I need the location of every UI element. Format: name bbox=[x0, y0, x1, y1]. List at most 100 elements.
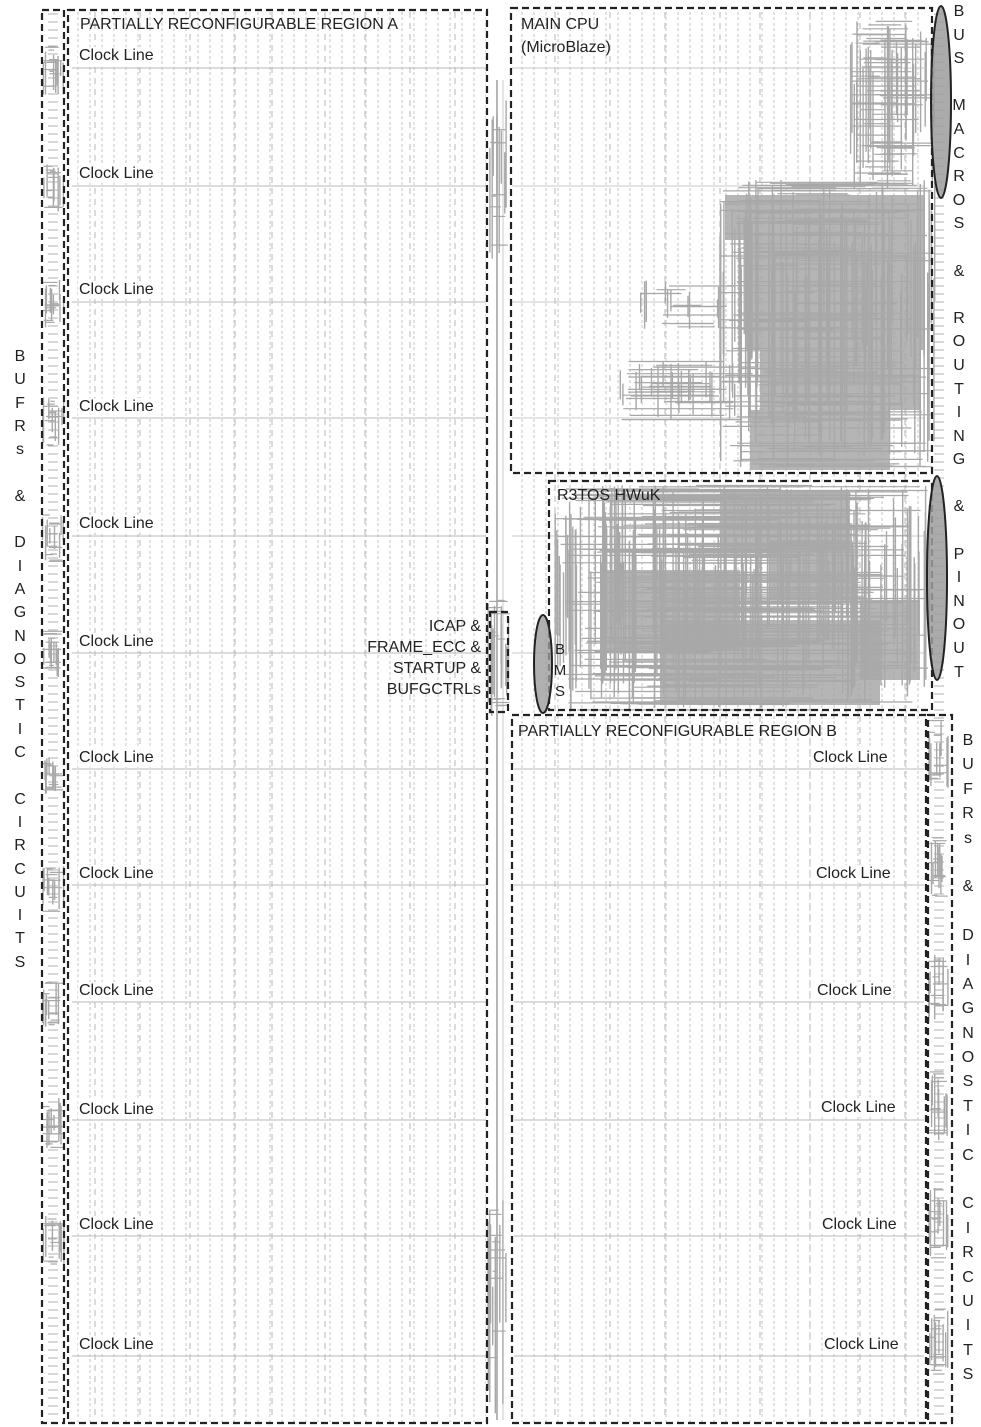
bufgctrls-line: BUFGCTRLs bbox=[386, 681, 481, 698]
main-cpu-frame bbox=[509, 6, 934, 475]
clock-line-label: Clock Line bbox=[820, 1099, 897, 1117]
clock-line-label: Clock Line bbox=[78, 515, 155, 533]
region-a-title: PARTIALLY RECONFIGURABLE REGION A bbox=[80, 16, 399, 33]
dense-logic bbox=[725, 195, 925, 240]
vertical-letter: & bbox=[962, 878, 974, 896]
vertical-letter: S bbox=[14, 953, 26, 971]
clock-line-label: Clock Line bbox=[821, 1216, 898, 1234]
vertical-letter bbox=[952, 519, 966, 543]
vertical-letter: s bbox=[16, 441, 24, 459]
clock-line-label: Clock Line bbox=[78, 1216, 155, 1234]
vertical-letter bbox=[961, 900, 975, 924]
vertical-letter: O bbox=[961, 1049, 975, 1067]
vertical-letter: S bbox=[962, 1073, 974, 1091]
clock-line-label: Clock Line bbox=[78, 398, 155, 416]
startup-line: STARTUP & bbox=[392, 660, 481, 677]
vertical-letter: A bbox=[962, 975, 974, 993]
vertical-letter: M bbox=[952, 97, 966, 115]
clock-line-label: Clock Line bbox=[815, 865, 892, 883]
vertical-letter: C bbox=[14, 790, 26, 808]
vertical-letter: R bbox=[953, 168, 965, 186]
vertical-letter bbox=[13, 461, 27, 484]
vertical-letter: s bbox=[964, 829, 972, 847]
vertical-letter: N bbox=[962, 1024, 974, 1042]
vertical-letter: C bbox=[14, 860, 26, 878]
vertical-letter: I bbox=[965, 1317, 971, 1335]
vertical-letter bbox=[952, 236, 966, 260]
vertical-letter: T bbox=[963, 1097, 973, 1115]
vertical-letter: I bbox=[965, 1219, 971, 1237]
bus-macro-oval bbox=[930, 5, 952, 199]
vertical-letter: O bbox=[952, 616, 966, 634]
vertical-letter: C bbox=[962, 1195, 974, 1213]
bms-letter: S bbox=[554, 683, 565, 700]
vertical-letter: G bbox=[13, 604, 27, 622]
vertical-letter: N bbox=[953, 592, 965, 610]
vertical-letter: U bbox=[14, 883, 26, 901]
vertical-letter: U bbox=[953, 640, 965, 658]
vertical-letter: R bbox=[14, 417, 26, 435]
vertical-letter: O bbox=[952, 191, 966, 209]
left-bufr-column-frame bbox=[40, 8, 66, 1425]
vertical-letter: & bbox=[953, 498, 965, 516]
vertical-letter bbox=[961, 851, 975, 875]
clock-line-label: Clock Line bbox=[78, 865, 155, 883]
vertical-letter: F bbox=[15, 394, 25, 412]
vertical-letter bbox=[961, 1168, 975, 1192]
clock-line-label: Clock Line bbox=[78, 1336, 155, 1354]
routed-logic bbox=[41, 20, 949, 1414]
bms-letter: M bbox=[553, 662, 567, 679]
region-a-frame bbox=[66, 8, 489, 1425]
vertical-letter: A bbox=[14, 580, 26, 598]
vertical-letter: O bbox=[13, 650, 27, 668]
bms-letter: B bbox=[554, 641, 565, 658]
vertical-letter: O bbox=[952, 333, 966, 351]
clock-line-label: Clock Line bbox=[78, 749, 155, 767]
clock-line-label: Clock Line bbox=[812, 749, 889, 767]
vertical-letter: I bbox=[17, 813, 23, 831]
vertical-letter: C bbox=[962, 1268, 974, 1286]
vertical-letter: I bbox=[956, 404, 962, 422]
vertical-letter: D bbox=[962, 927, 974, 945]
vertical-letter: B bbox=[953, 3, 965, 20]
dense-logic bbox=[760, 350, 920, 410]
icap-label: ICAP & FRAME_ECC & STARTUP & BUFGCTRLs bbox=[367, 616, 481, 700]
vertical-letter: A bbox=[953, 120, 965, 138]
dense-logic bbox=[860, 600, 920, 680]
dense-logic bbox=[750, 410, 890, 470]
vertical-letter: & bbox=[14, 487, 26, 505]
vertical-letter: U bbox=[962, 1292, 974, 1310]
vertical-letter: R bbox=[962, 805, 974, 823]
clock-line-label: Clock Line bbox=[816, 982, 893, 1000]
clock-line-label: Clock Line bbox=[78, 281, 155, 299]
clock-line-label: Clock Line bbox=[78, 982, 155, 1000]
vertical-letter: T bbox=[954, 663, 964, 681]
vertical-letter bbox=[952, 283, 966, 307]
right-bufr-column-frame bbox=[926, 713, 954, 1425]
region-a-fabric bbox=[70, 10, 486, 1422]
vertical-letter: S bbox=[953, 215, 965, 233]
main-cpu-subtitle: (MicroBlaze) bbox=[521, 39, 611, 56]
vertical-letter: G bbox=[961, 1000, 975, 1018]
vertical-letter: P bbox=[953, 545, 965, 563]
vertical-letter: C bbox=[962, 1146, 974, 1164]
dense-logic bbox=[770, 540, 850, 600]
vertical-letter bbox=[952, 472, 966, 496]
vertical-letter bbox=[13, 764, 27, 787]
vertical-letter: I bbox=[17, 557, 23, 575]
vertical-letter: U bbox=[953, 26, 965, 44]
main-cpu-title: MAIN CPU bbox=[521, 16, 600, 33]
vertical-letter: U bbox=[953, 356, 965, 374]
vertical-letter: T bbox=[963, 1341, 973, 1359]
bms-oval bbox=[533, 614, 553, 714]
vertical-letter: D bbox=[14, 534, 26, 552]
vertical-letter bbox=[13, 508, 27, 531]
vertical-letter: C bbox=[14, 744, 26, 762]
vertical-letter: I bbox=[965, 951, 971, 969]
vertical-letter: R bbox=[953, 309, 965, 327]
vertical-letter: I bbox=[956, 569, 962, 587]
vertical-letter: S bbox=[953, 50, 965, 68]
region-boundaries bbox=[40, 5, 954, 1425]
